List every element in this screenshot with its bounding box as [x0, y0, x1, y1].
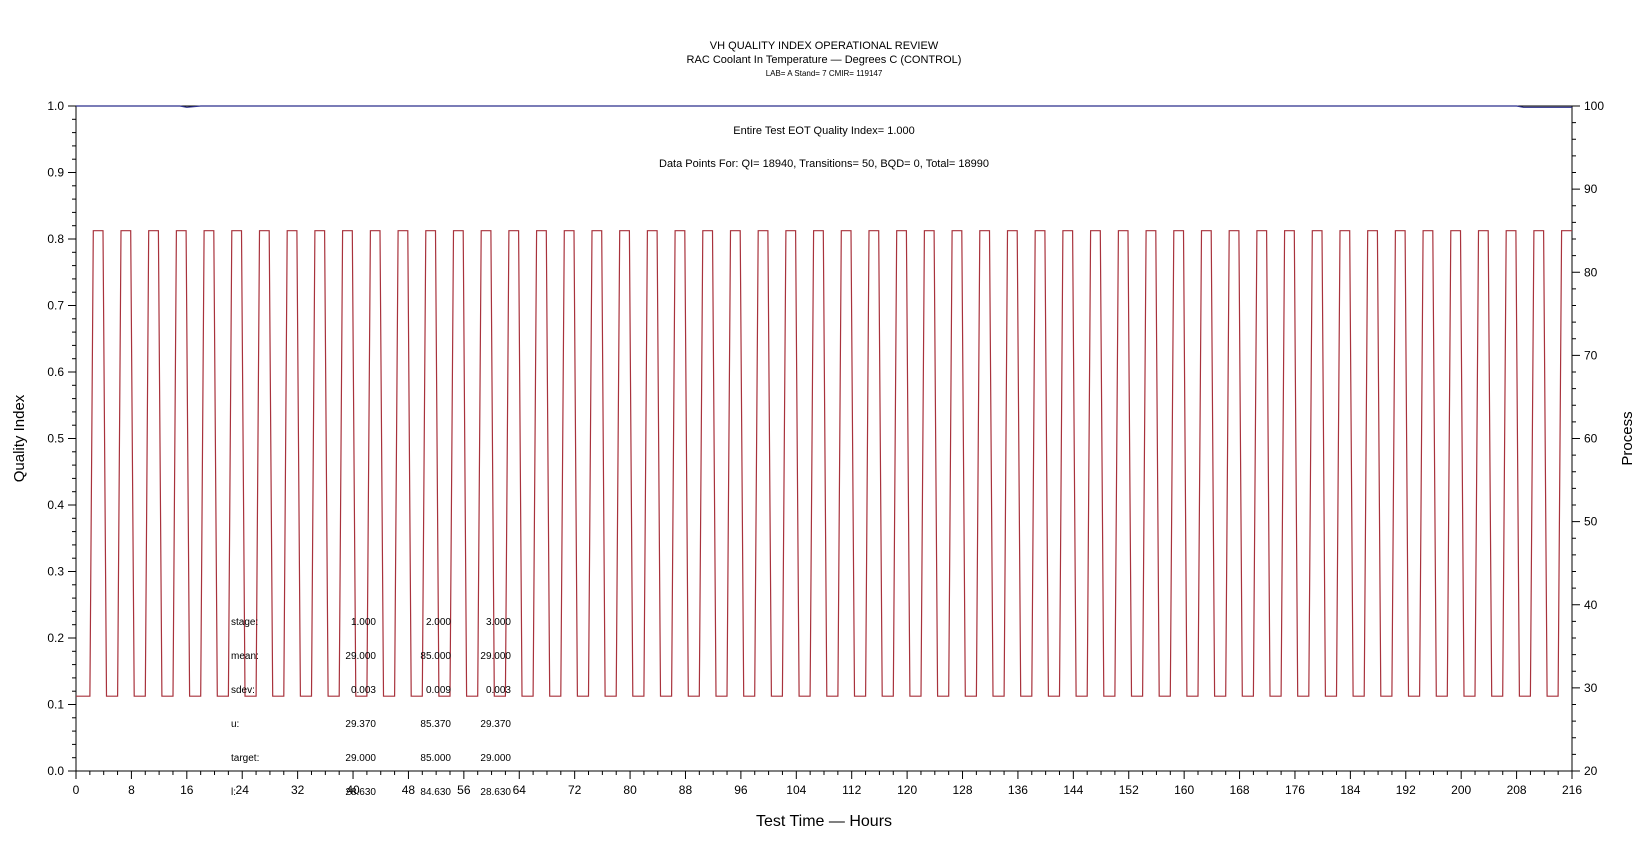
y-left-tick-label: 0.6: [47, 365, 64, 379]
stats-value: 0.003: [486, 685, 511, 696]
stats-value: 3.000: [486, 617, 511, 628]
y-left-axis-label: Quality Index: [11, 394, 28, 482]
process-series-line: [76, 230, 1572, 697]
x-tick-label: 40: [346, 783, 360, 797]
stats-value: 28.630: [480, 787, 511, 798]
y-left-tick-label: 0.7: [47, 299, 64, 313]
stats-row-label: u:: [231, 719, 239, 730]
stats-value: 0.009: [426, 685, 451, 696]
y-right-tick-label: 100: [1584, 99, 1604, 113]
x-tick-label: 160: [1174, 783, 1194, 797]
y-left-tick-label: 0.0: [47, 764, 64, 778]
y-right-tick-label: 40: [1584, 598, 1598, 612]
stats-value: 1.000: [351, 617, 376, 628]
eot-annotation: Entire Test EOT Quality Index= 1.000: [733, 125, 915, 137]
y-right-tick-label: 20: [1584, 764, 1598, 778]
y-right-tick-label: 60: [1584, 432, 1598, 446]
x-tick-label: 48: [402, 783, 416, 797]
x-axis-label: Test Time — Hours: [756, 813, 892, 830]
x-tick-label: 168: [1230, 783, 1250, 797]
y-left-tick-label: 0.3: [47, 565, 64, 579]
x-tick-label: 192: [1396, 783, 1416, 797]
x-tick-label: 184: [1340, 783, 1360, 797]
x-tick-label: 112: [842, 783, 861, 797]
stats-value: 85.370: [420, 719, 451, 730]
y-right-tick-label: 80: [1584, 265, 1598, 279]
x-tick-label: 88: [679, 783, 693, 797]
x-tick-label: 128: [953, 783, 973, 797]
x-tick-label: 104: [786, 783, 806, 797]
data-points-annotation: Data Points For: QI= 18940, Transitions=…: [659, 158, 989, 170]
x-tick-label: 216: [1562, 783, 1582, 797]
y-left-tick-label: 0.2: [47, 631, 64, 645]
x-tick-label: 200: [1451, 783, 1471, 797]
stats-value: 29.370: [345, 719, 376, 730]
stats-value: 84.630: [420, 787, 451, 798]
stats-value: 29.000: [345, 651, 376, 662]
stats-value: 85.000: [420, 753, 451, 764]
x-tick-label: 120: [897, 783, 917, 797]
x-tick-label: 152: [1119, 783, 1139, 797]
y-left-tick-label: 0.8: [47, 232, 64, 246]
x-tick-label: 80: [623, 783, 637, 797]
stats-row-label: sdev:: [231, 685, 255, 696]
chart-info-line: LAB= A Stand= 7 CMIR= 119147: [765, 69, 883, 78]
stats-value: 2.000: [426, 617, 451, 628]
x-tick-label: 16: [180, 783, 194, 797]
y-left-tick-label: 0.4: [47, 498, 64, 512]
y-left-tick-label: 0.1: [47, 698, 64, 712]
y-right-tick-label: 50: [1584, 515, 1598, 529]
y-right-tick-label: 70: [1584, 348, 1598, 362]
x-tick-label: 24: [236, 783, 250, 797]
x-tick-label: 64: [513, 783, 527, 797]
x-tick-label: 0: [73, 783, 80, 797]
x-tick-label: 96: [734, 783, 748, 797]
chart-subtitle: RAC Coolant In Temperature — Degrees C (…: [686, 54, 962, 66]
stats-row-label: target:: [231, 753, 259, 764]
chart-title: VH QUALITY INDEX OPERATIONAL REVIEW: [709, 40, 939, 52]
stats-value: 29.000: [345, 753, 376, 764]
stats-row-label: l:: [231, 787, 236, 798]
stats-value: 29.370: [480, 719, 511, 730]
y-left-tick-label: 0.9: [47, 166, 64, 180]
x-tick-label: 176: [1285, 783, 1305, 797]
x-tick-label: 8: [128, 783, 135, 797]
stats-row-label: stage:: [231, 617, 258, 628]
y-left-tick-label: 0.5: [47, 432, 64, 446]
x-tick-label: 136: [1008, 783, 1028, 797]
quality-index-series-line: [76, 105, 1572, 108]
y-right-tick-label: 30: [1584, 681, 1598, 695]
y-right-tick-label: 90: [1584, 182, 1598, 196]
y-right-axis-label: Process: [1619, 411, 1636, 465]
x-tick-label: 144: [1063, 783, 1083, 797]
stats-value: 28.630: [345, 787, 376, 798]
y-left-tick-label: 1.0: [47, 99, 64, 113]
stats-value: 29.000: [480, 753, 511, 764]
x-tick-label: 208: [1507, 783, 1527, 797]
x-tick-label: 32: [291, 783, 305, 797]
stats-value: 85.000: [420, 651, 451, 662]
stats-value: 0.003: [351, 685, 376, 696]
x-tick-label: 72: [568, 783, 582, 797]
x-tick-label: 56: [457, 783, 471, 797]
stats-row-label: mean:: [231, 651, 259, 662]
stats-value: 29.000: [480, 651, 511, 662]
